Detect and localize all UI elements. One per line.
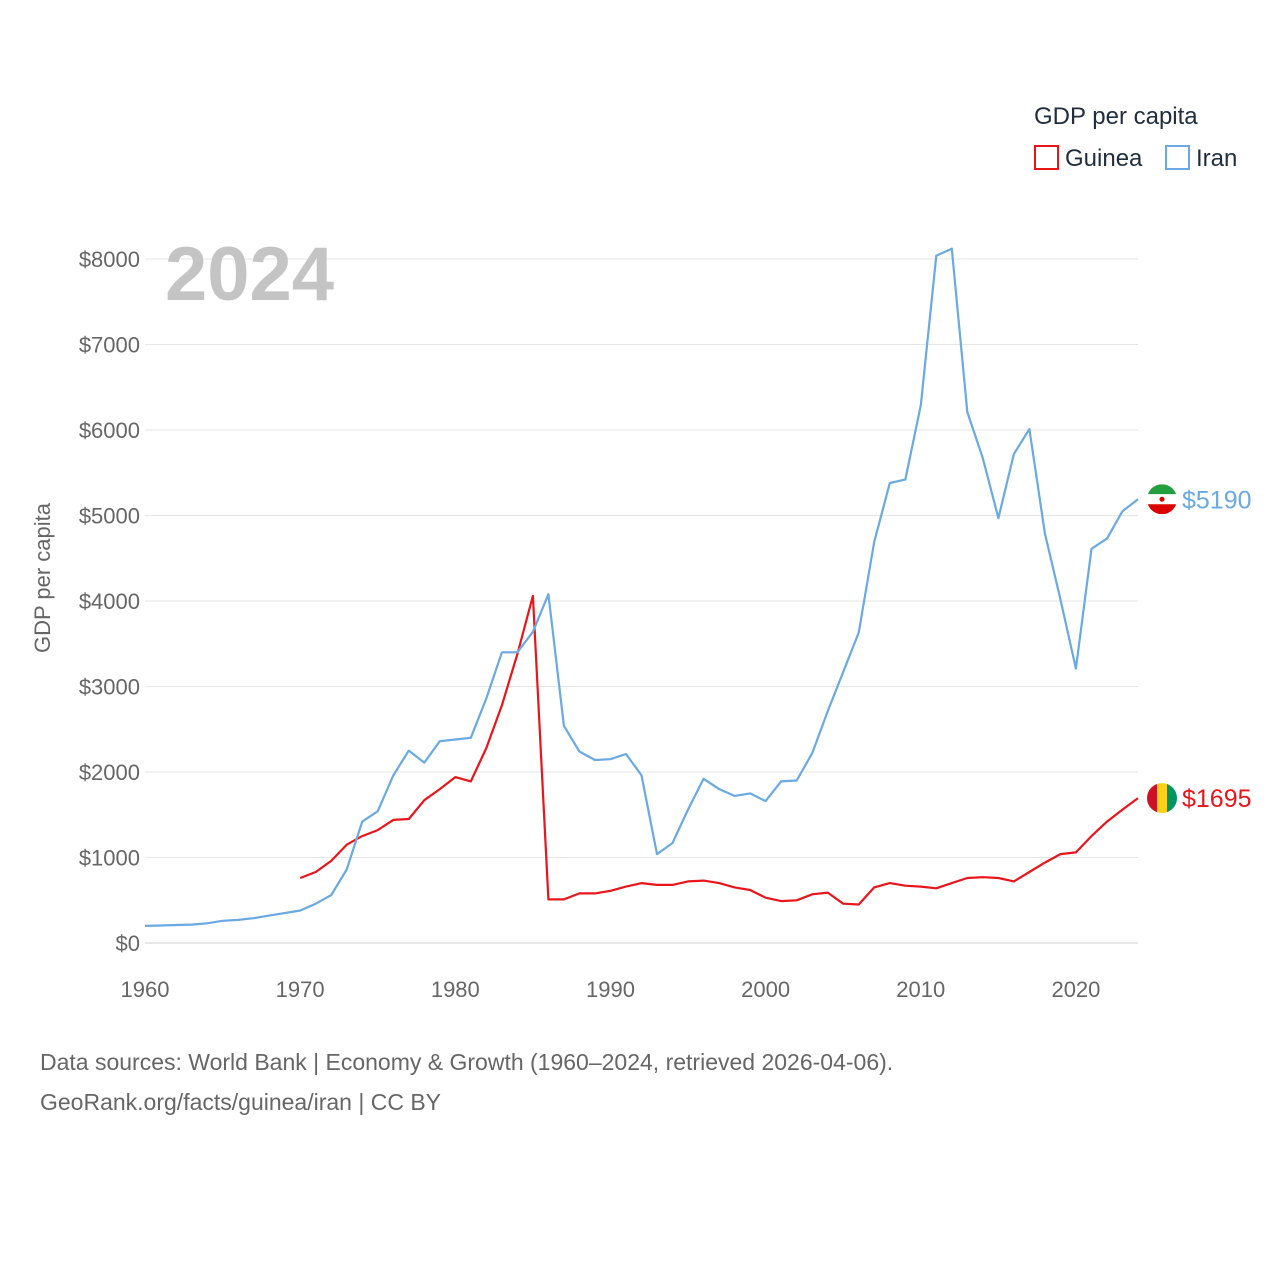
end-label-iran: $5190 [1182, 486, 1252, 514]
source-line-2[interactable]: GeoRank.org/facts/guinea/iran | CC BY [40, 1089, 442, 1115]
guinea-flag-icon [1147, 783, 1177, 814]
y-tick-label: $0 [116, 931, 140, 956]
series-line-iran[interactable] [144, 247, 1139, 927]
x-tick-label: 2010 [896, 977, 945, 1002]
x-tick-label: 1970 [276, 977, 325, 1002]
legend-label-guinea: Guinea [1065, 145, 1143, 172]
iran-flag-icon [1147, 484, 1177, 515]
y-axis-ticks: $0 $1000 $2000 $3000 $4000 $5000 $6000 $7000 $80… [79, 247, 140, 956]
end-label-guinea: $1695 [1182, 785, 1252, 813]
series-lines [144, 247, 1139, 927]
y-tick-label: $1000 [79, 846, 140, 871]
y-tick-label: $4000 [79, 589, 140, 614]
y-axis-title: GDP per capita [30, 502, 55, 653]
source-line-1: Data sources: World Bank | Economy & Gro… [40, 1049, 894, 1075]
x-tick-label: 2000 [741, 977, 790, 1002]
legend-title: GDP per capita [1034, 103, 1198, 130]
legend-swatch-iran [1165, 145, 1190, 170]
legend-item-iran[interactable]: Iran [1165, 145, 1237, 172]
legend-item-guinea[interactable]: Guinea [1034, 145, 1143, 172]
source-note: Data sources: World Bank | Economy & Gro… [40, 1042, 893, 1122]
y-tick-label: $7000 [79, 333, 140, 358]
y-tick-label: $3000 [79, 675, 140, 700]
end-labels: $1695 $5190 [1147, 484, 1252, 814]
x-tick-label: 2020 [1051, 977, 1100, 1002]
year-label: 2024 [165, 232, 334, 317]
legend-swatch-guinea [1034, 145, 1059, 170]
y-tick-label: $8000 [79, 247, 140, 272]
x-tick-label: 1990 [586, 977, 635, 1002]
x-tick-label: 1980 [431, 977, 480, 1002]
gridlines [145, 258, 1138, 944]
y-tick-label: $6000 [79, 418, 140, 443]
x-tick-label: 1960 [121, 977, 170, 1002]
x-axis-ticks: 1960 1970 1980 1990 2000 2010 2020 [121, 977, 1101, 1002]
legend-label-iran: Iran [1196, 145, 1237, 172]
y-tick-label: $2000 [79, 760, 140, 785]
y-tick-label: $5000 [79, 504, 140, 529]
series-line-guinea[interactable] [299, 594, 1139, 906]
